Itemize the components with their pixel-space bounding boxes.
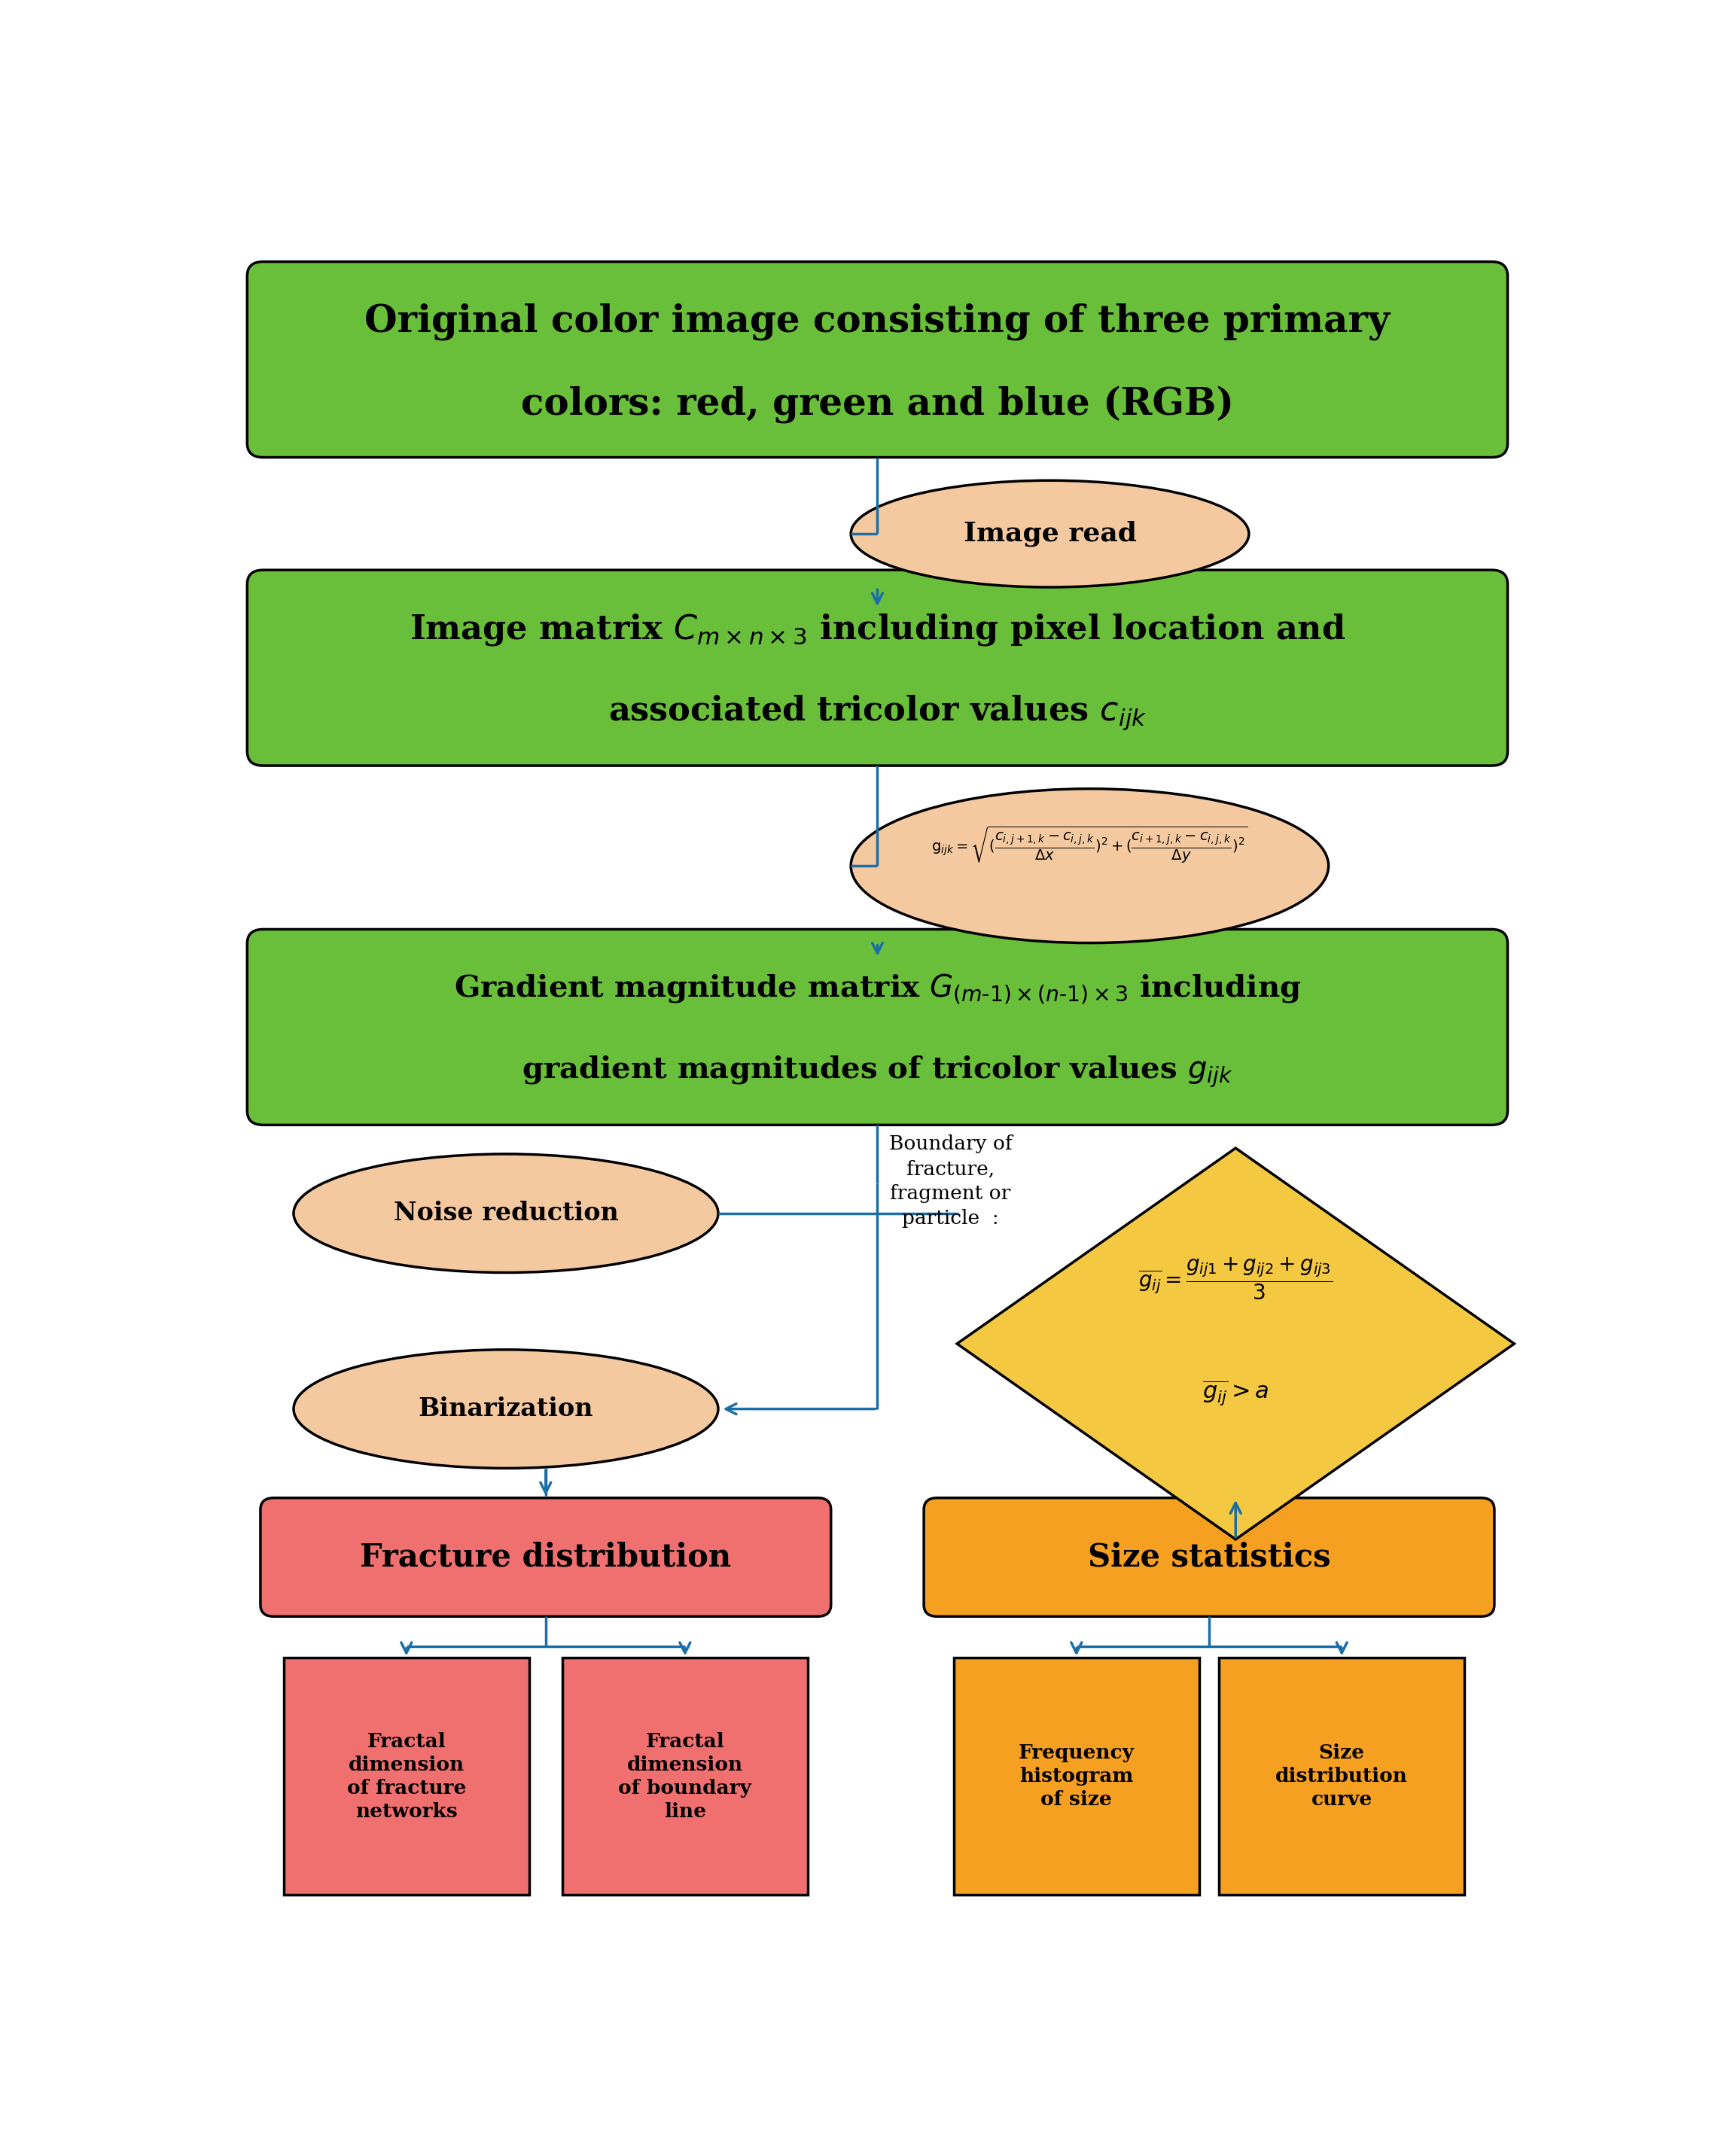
FancyBboxPatch shape [260, 1498, 830, 1617]
Bar [284, 1658, 529, 1895]
FancyBboxPatch shape [924, 1498, 1495, 1617]
Text: Boundary of
fracture,
fragment or
particle  :: Boundary of fracture, fragment or partic… [889, 1134, 1012, 1229]
Text: $\overline{g_{ij}}>a$: $\overline{g_{ij}}>a$ [1202, 1380, 1269, 1408]
Ellipse shape [851, 481, 1250, 586]
Text: Frequency
histogram
of size: Frequency histogram of size [1019, 1744, 1135, 1809]
Text: $\mathregular{g}_{ijk}=\sqrt{(\dfrac{c_{i,j+1,k}-c_{i,j,k}}{\Delta x})^{2}+(\dfr: $\mathregular{g}_{ijk}=\sqrt{(\dfrac{c_{… [931, 824, 1248, 865]
Ellipse shape [294, 1153, 719, 1272]
FancyBboxPatch shape [247, 929, 1508, 1125]
Ellipse shape [294, 1350, 719, 1468]
Bar [954, 1658, 1198, 1895]
Text: Fracture distribution: Fracture distribution [360, 1542, 731, 1574]
FancyBboxPatch shape [247, 261, 1508, 457]
Bar [562, 1658, 808, 1895]
Polygon shape [957, 1147, 1515, 1539]
Bar [1219, 1658, 1464, 1895]
Text: Gradient magnitude matrix $\mathit{G}_{(m\text{-}1)\times(n\text{-}1)\times 3}$ : Gradient magnitude matrix $\mathit{G}_{(… [454, 972, 1301, 1007]
Text: Size statistics: Size statistics [1087, 1542, 1330, 1574]
Text: Noise reduction: Noise reduction [394, 1201, 618, 1227]
Text: $\overline{g_{ij}}=\dfrac{g_{ij1}+g_{ij2}+g_{ij3}}{3}$: $\overline{g_{ij}}=\dfrac{g_{ij1}+g_{ij2… [1138, 1255, 1334, 1302]
Text: gradient magnitudes of tricolor values $\mathit{g}_{ijk}$: gradient magnitudes of tricolor values $… [522, 1054, 1233, 1091]
Text: Image matrix $\mathit{C}_{m\times n\times 3}$ including pixel location and: Image matrix $\mathit{C}_{m\times n\time… [409, 612, 1346, 647]
Ellipse shape [851, 789, 1329, 942]
Text: Size
distribution
curve: Size distribution curve [1275, 1744, 1407, 1809]
Text: Image read: Image read [964, 522, 1137, 548]
Text: Original color image consisting of three primary: Original color image consisting of three… [365, 304, 1390, 341]
Text: Binarization: Binarization [418, 1397, 594, 1421]
Text: colors: red, green and blue (RGB): colors: red, green and blue (RGB) [520, 386, 1234, 423]
Text: Fractal
dimension
of boundary
line: Fractal dimension of boundary line [618, 1731, 752, 1822]
Text: associated tricolor values $\mathit{c}_{ijk}$: associated tricolor values $\mathit{c}_{… [608, 694, 1147, 733]
Text: Fractal
dimension
of fracture
networks: Fractal dimension of fracture networks [348, 1731, 466, 1822]
FancyBboxPatch shape [247, 569, 1508, 765]
